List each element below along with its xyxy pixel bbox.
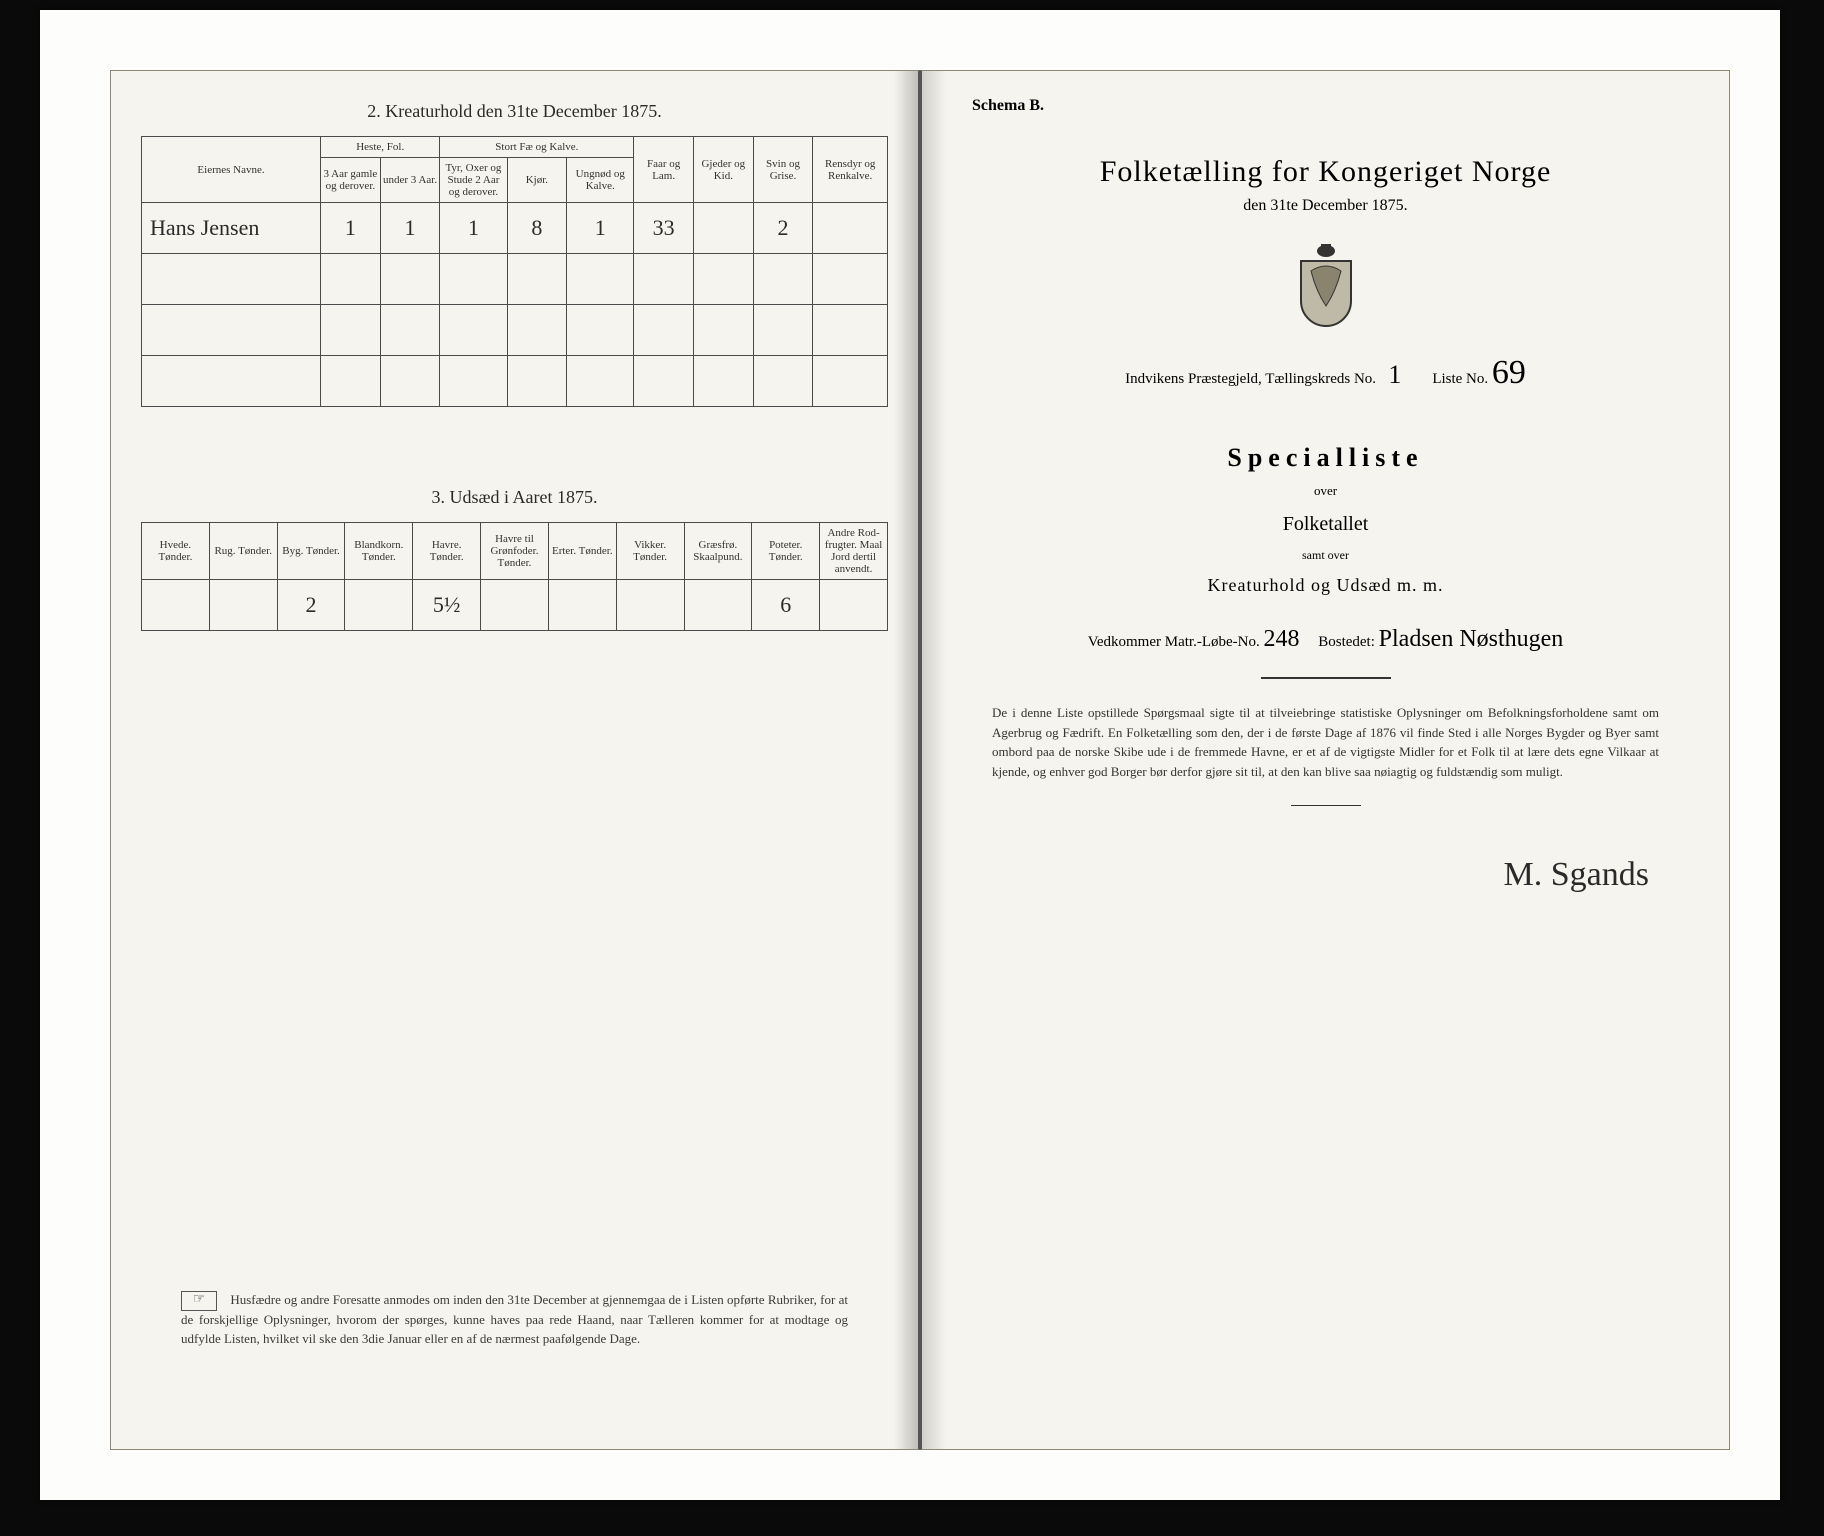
main-title: Folketælling for Kongeriget Norge xyxy=(952,155,1699,189)
matr-label1: Vedkommer Matr.-Løbe-No. xyxy=(1088,634,1260,650)
paragraph: De i denne Liste opstillede Spørgsmaal s… xyxy=(992,703,1659,781)
gutter-shadow-r xyxy=(922,71,946,1449)
over-label: over xyxy=(952,483,1699,499)
col-horse-b: under 3 Aar. xyxy=(380,158,440,203)
row-cattle-c: 1 xyxy=(567,203,634,254)
samt-over: samt over xyxy=(952,548,1699,563)
matr-label2: Bostedet: xyxy=(1318,634,1375,650)
parish-line: Indvikens Præstegjeld, Tællingskreds No.… xyxy=(952,354,1699,393)
row-goat xyxy=(693,203,753,254)
v-barley: 2 xyxy=(277,580,345,631)
v-grass xyxy=(684,580,752,631)
row-sheep: 33 xyxy=(634,203,694,254)
col-reindeer: Rensdyr og Renkalve. xyxy=(813,137,888,203)
book-spread: 2. Kreaturhold den 31te December 1875. E… xyxy=(110,70,1730,1450)
v-mixed xyxy=(345,580,413,631)
col-cattle-b: Kjør. xyxy=(507,158,567,203)
v-potato: 6 xyxy=(752,580,820,631)
col-pig: Svin og Grise. xyxy=(753,137,813,203)
v-oats-green xyxy=(481,580,549,631)
seed-table: Hvede. Tønder. Rug. Tønder. Byg. Tønder.… xyxy=(141,522,888,631)
col-cattle-c: Ungnød og Kalve. xyxy=(567,158,634,203)
left-page: 2. Kreaturhold den 31te December 1875. E… xyxy=(110,70,920,1450)
col-group-cattle: Stort Fæ og Kalve. xyxy=(440,137,634,158)
v-other xyxy=(820,580,888,631)
c-oats-green: Havre til Grønfoder. Tønder. xyxy=(481,523,549,580)
v-peas xyxy=(548,580,616,631)
section2-title: 2. Kreaturhold den 31te December 1875. xyxy=(141,101,888,122)
c-rye: Rug. Tønder. xyxy=(209,523,277,580)
c-other: Andre Rod-frugter. Maal Jord dertil anve… xyxy=(820,523,888,580)
col-sheep: Faar og Lam. xyxy=(634,137,694,203)
section3-title: 3. Udsæd i Aaret 1875. xyxy=(141,487,888,508)
matr-num: 248 xyxy=(1263,626,1299,652)
row-reindeer xyxy=(813,203,888,254)
divider-short xyxy=(1291,805,1361,806)
col-owner: Eiernes Navne. xyxy=(142,137,321,203)
row-owner: Hans Jensen xyxy=(142,203,321,254)
kreaturhold-line: Kreaturhold og Udsæd m. m. xyxy=(952,575,1699,596)
right-page: Schema B. Folketælling for Kongeriget No… xyxy=(920,70,1730,1450)
c-wheat: Hvede. Tønder. xyxy=(142,523,210,580)
v-oats: 5½ xyxy=(413,580,481,631)
row-pig: 2 xyxy=(753,203,813,254)
scan-frame: 2. Kreaturhold den 31te December 1875. E… xyxy=(40,10,1780,1500)
c-barley: Byg. Tønder. xyxy=(277,523,345,580)
c-grass: Græsfrø. Skaalpund. xyxy=(684,523,752,580)
v-rye xyxy=(209,580,277,631)
col-goat: Gjeder og Kid. xyxy=(693,137,753,203)
schema-label: Schema B. xyxy=(972,97,1699,115)
matr-line: Vedkommer Matr.-Løbe-No. 248 Bostedet: P… xyxy=(952,626,1699,653)
row-horse-b: 1 xyxy=(380,203,440,254)
liste-label: Liste No. xyxy=(1432,371,1488,387)
kreds-no: 1 xyxy=(1380,360,1410,391)
c-vetch: Vikker. Tønder. xyxy=(616,523,684,580)
footnote-text: Husfædre og andre Foresatte anmodes om i… xyxy=(181,1292,848,1346)
row-horse-a: 1 xyxy=(321,203,381,254)
specialliste: Specialliste xyxy=(952,443,1699,473)
c-potato: Poteter. Tønder. xyxy=(752,523,820,580)
folketallet: Folketallet xyxy=(952,513,1699,536)
v-vetch xyxy=(616,580,684,631)
pointing-hand-icon: ☞ xyxy=(181,1291,217,1311)
row-cattle-a: 1 xyxy=(440,203,507,254)
v-wheat xyxy=(142,580,210,631)
coat-of-arms-icon xyxy=(952,241,1699,334)
c-oats: Havre. Tønder. xyxy=(413,523,481,580)
row-cattle-b: 8 xyxy=(507,203,567,254)
gutter-shadow xyxy=(894,71,918,1449)
c-mixed: Blandkorn. Tønder. xyxy=(345,523,413,580)
sub-date: den 31te December 1875. xyxy=(952,197,1699,215)
divider xyxy=(1261,677,1391,679)
liste-no: 69 xyxy=(1492,354,1526,393)
parish-label: Indvikens Præstegjeld, Tællingskreds No. xyxy=(1125,371,1376,387)
matr-place: Pladsen Nøsthugen xyxy=(1379,626,1564,652)
col-cattle-a: Tyr, Oxer og Stude 2 Aar og derover. xyxy=(440,158,507,203)
col-horse-a: 3 Aar gamle og derover. xyxy=(321,158,381,203)
footnote: ☞ Husfædre og andre Foresatte anmodes om… xyxy=(181,1291,848,1349)
livestock-table: Eiernes Navne. Heste, Fol. Stort Fæ og K… xyxy=(141,136,888,407)
signature: M. Sgands xyxy=(952,856,1649,894)
c-peas: Erter. Tønder. xyxy=(548,523,616,580)
col-group-horse: Heste, Fol. xyxy=(321,137,440,158)
